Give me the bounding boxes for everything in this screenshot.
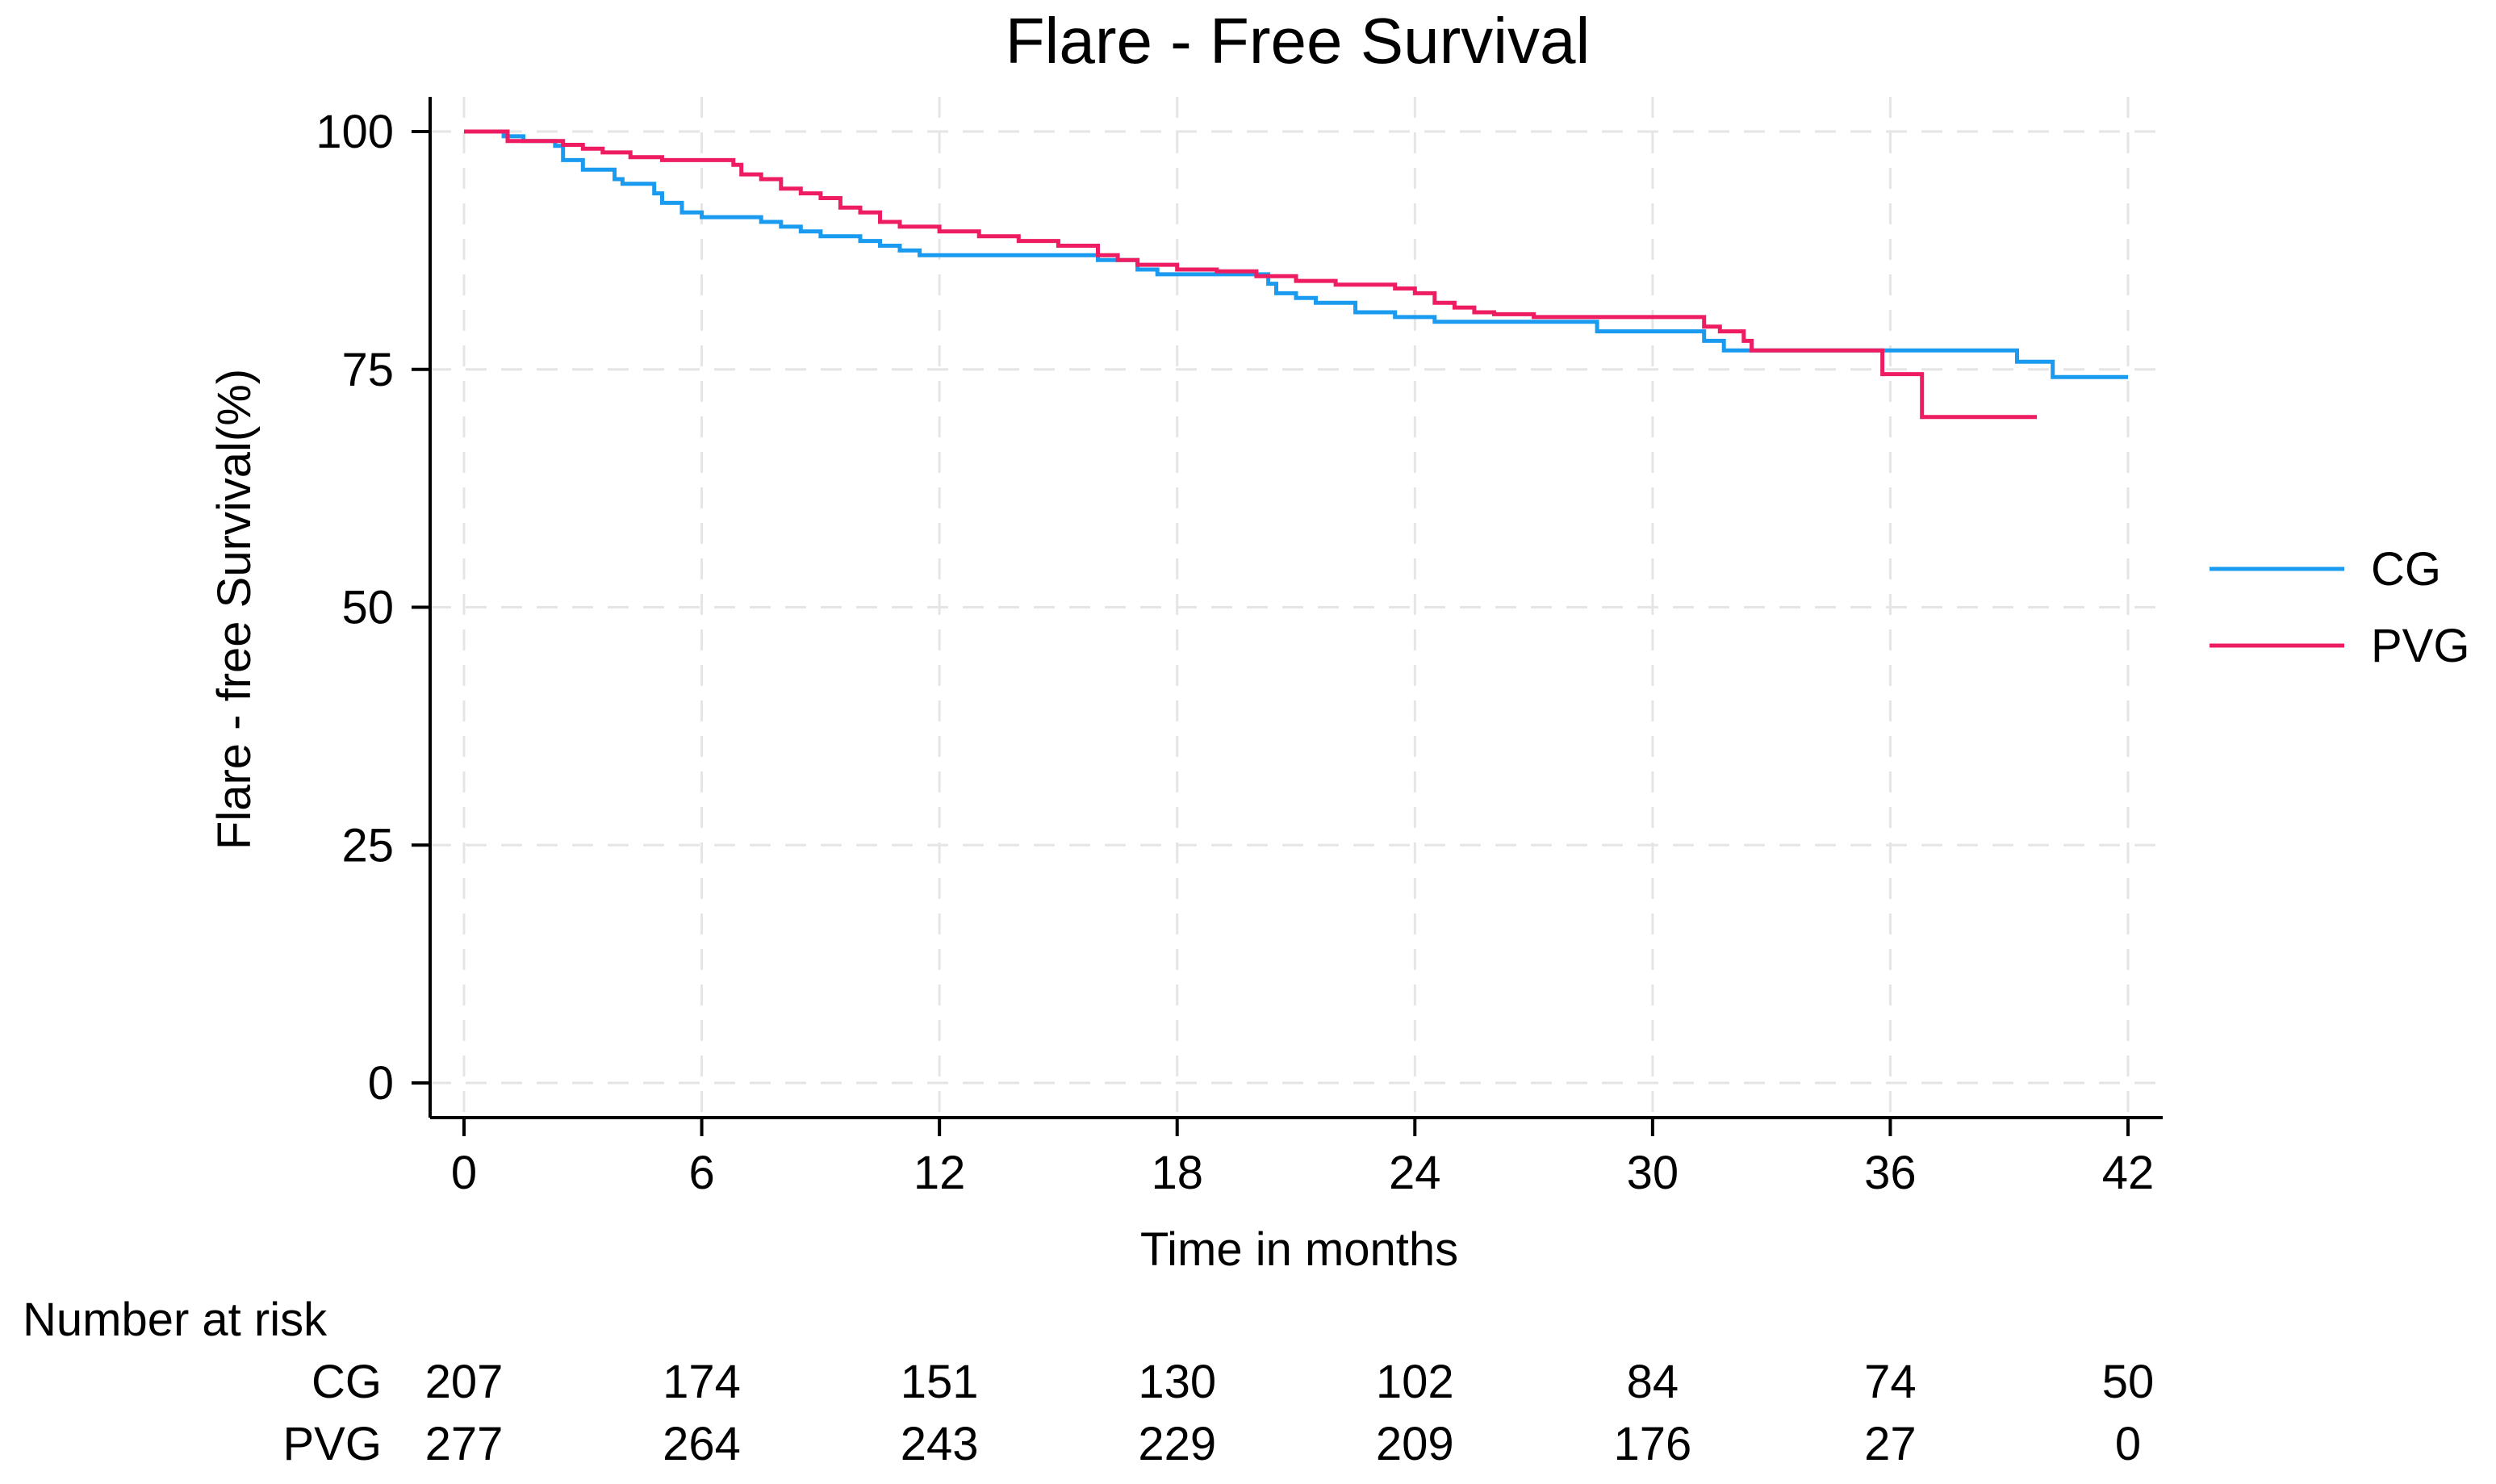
risk-value: 27 [1864,1418,1917,1470]
risk-table-title: Number at risk [23,1294,328,1346]
risk-value: 176 [1613,1418,1691,1470]
risk-table: CG 207 174 151 130 102 84 74 50 PVG 277 264 243 229 20… [283,1356,2155,1470]
series-line-pvg [464,129,2038,420]
grid [430,97,2163,1118]
risk-value: 207 [425,1356,504,1408]
y-tick-label: 25 [341,819,394,872]
risk-row-label: PVG [283,1418,383,1470]
risk-value: 229 [1138,1418,1216,1470]
x-tick-label: 24 [1389,1147,1441,1199]
x-tick-label: 30 [1627,1147,1679,1199]
legend-label-cg: CG [2371,543,2441,596]
risk-value: 0 [2115,1418,2141,1470]
x-tick-label: 18 [1151,1147,1203,1199]
risk-value: 130 [1138,1356,1216,1408]
y-tick-label: 0 [368,1057,394,1110]
series-line-cg [464,129,2128,379]
x-axis-ticks: 0 6 12 18 24 30 36 42 [451,1118,2154,1199]
y-tick-label: 75 [341,344,394,396]
x-tick-label: 36 [1864,1147,1917,1199]
x-tick-label: 42 [2102,1147,2155,1199]
risk-row-label: CG [311,1356,382,1408]
legend-label-pvg: PVG [2371,620,2470,672]
y-tick-label: 100 [316,106,394,158]
risk-value: 174 [663,1356,741,1408]
risk-value: 243 [901,1418,979,1470]
series-lines [464,129,2128,420]
risk-value: 102 [1376,1356,1454,1408]
risk-value: 74 [1864,1356,1917,1408]
y-axis-label: Flare - free Survival(%) [208,369,261,850]
risk-value: 209 [1376,1418,1454,1470]
risk-value: 151 [901,1356,979,1408]
x-tick-label: 0 [451,1147,477,1199]
chart-title: Flare - Free Survival [1006,5,1591,77]
x-axis-label: Time in months [1140,1223,1458,1276]
risk-value: 50 [2102,1356,2155,1408]
risk-value: 277 [425,1418,504,1470]
y-axis-ticks: 0 25 50 75 100 [316,106,430,1110]
x-tick-label: 12 [914,1147,966,1199]
legend: CG PVG [2210,543,2470,672]
risk-value: 264 [663,1418,741,1470]
y-tick-label: 50 [341,582,394,634]
x-tick-label: 6 [688,1147,714,1199]
risk-value: 84 [1627,1356,1679,1408]
